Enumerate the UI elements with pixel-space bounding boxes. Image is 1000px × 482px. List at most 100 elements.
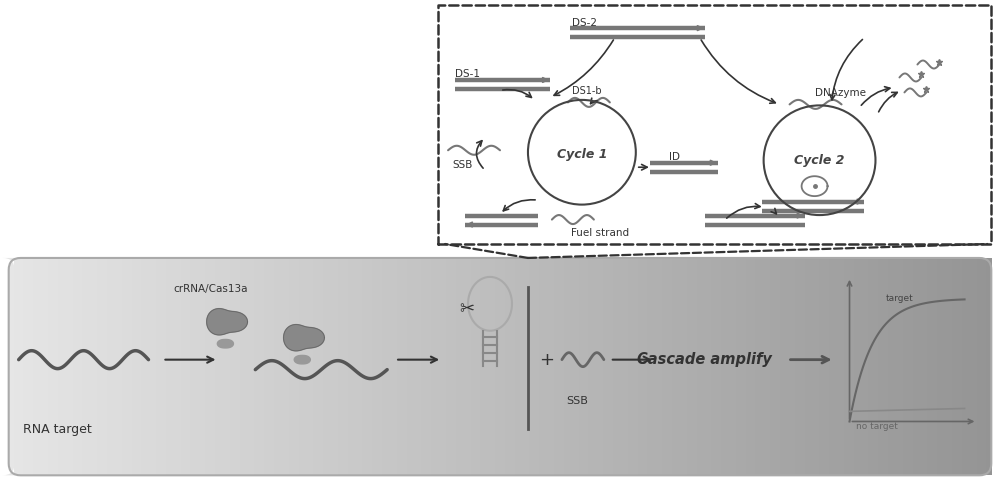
Bar [313, 258, 319, 475]
Bar [633, 258, 639, 475]
Bar [927, 258, 933, 475]
Text: +: + [539, 351, 554, 369]
Bar [485, 258, 491, 475]
Bar [53, 258, 59, 475]
Bar [181, 258, 187, 475]
Text: no target: no target [856, 422, 898, 431]
Bar [652, 258, 658, 475]
Bar [171, 258, 177, 475]
Bar [102, 258, 108, 475]
Bar [755, 258, 761, 475]
FancyBboxPatch shape [3, 258, 21, 475]
Bar [574, 258, 580, 475]
Bar [525, 258, 530, 475]
Bar [200, 258, 206, 475]
Bar [647, 258, 653, 475]
Text: target: target [885, 295, 913, 304]
Bar [913, 258, 919, 475]
Bar [294, 258, 300, 475]
Bar [584, 258, 589, 475]
Bar [711, 258, 717, 475]
Bar [220, 258, 226, 475]
Bar [539, 258, 545, 475]
Bar [461, 258, 467, 475]
Bar [240, 258, 246, 475]
Bar [136, 258, 142, 475]
Bar [667, 258, 673, 475]
Bar [490, 258, 496, 475]
Bar [166, 258, 172, 475]
Bar [353, 258, 359, 475]
Bar [274, 258, 280, 475]
Bar [981, 258, 987, 475]
Bar [731, 258, 737, 475]
Bar [303, 258, 309, 475]
Text: DS-1: DS-1 [455, 69, 480, 80]
Bar [225, 258, 231, 475]
Bar [544, 258, 550, 475]
Bar [593, 258, 599, 475]
Bar [977, 258, 982, 475]
Bar [805, 258, 811, 475]
Bar [967, 258, 973, 475]
Bar [529, 258, 535, 475]
Bar [770, 258, 776, 475]
Bar [205, 258, 211, 475]
Bar [151, 258, 157, 475]
Bar [952, 258, 958, 475]
Bar [269, 258, 275, 475]
Bar [726, 258, 732, 475]
Bar [318, 258, 324, 475]
Text: DNAzyme: DNAzyme [815, 88, 866, 98]
Bar [210, 258, 216, 475]
Bar [765, 258, 771, 475]
Bar [43, 258, 49, 475]
Bar [377, 258, 383, 475]
Bar [608, 258, 614, 475]
Bar [146, 258, 152, 475]
Bar [819, 258, 825, 475]
Bar [127, 258, 133, 475]
Bar [534, 258, 540, 475]
Bar [92, 258, 98, 475]
Bar [475, 258, 481, 475]
Bar [947, 258, 953, 475]
Bar [392, 258, 398, 475]
Bar [603, 258, 609, 475]
Bar [559, 258, 565, 475]
Bar [412, 258, 417, 475]
Bar [706, 258, 712, 475]
Bar [235, 258, 241, 475]
Bar [554, 258, 560, 475]
Bar [402, 258, 408, 475]
Text: crRNA/Cas13a: crRNA/Cas13a [173, 284, 248, 294]
Bar [795, 258, 801, 475]
Polygon shape [294, 355, 310, 364]
Text: Cascade amplify: Cascade amplify [637, 352, 772, 367]
Bar [68, 258, 74, 475]
Bar [186, 258, 191, 475]
Bar [932, 258, 938, 475]
Bar [289, 258, 295, 475]
Bar [407, 258, 413, 475]
Bar [721, 258, 727, 475]
Bar [549, 258, 555, 475]
Bar [367, 258, 373, 475]
Bar [456, 258, 462, 475]
Bar [33, 258, 39, 475]
Bar [259, 258, 265, 475]
Bar [785, 258, 791, 475]
Bar [195, 258, 201, 475]
Text: ID: ID [669, 152, 680, 162]
Text: Cycle 2: Cycle 2 [794, 154, 845, 167]
Bar [117, 258, 123, 475]
Bar [579, 258, 585, 475]
Bar [760, 258, 766, 475]
Bar [245, 258, 250, 475]
Bar [878, 258, 884, 475]
Bar [751, 258, 756, 475]
Bar [333, 258, 339, 475]
Bar [431, 258, 437, 475]
Bar [358, 258, 363, 475]
Bar [775, 258, 781, 475]
